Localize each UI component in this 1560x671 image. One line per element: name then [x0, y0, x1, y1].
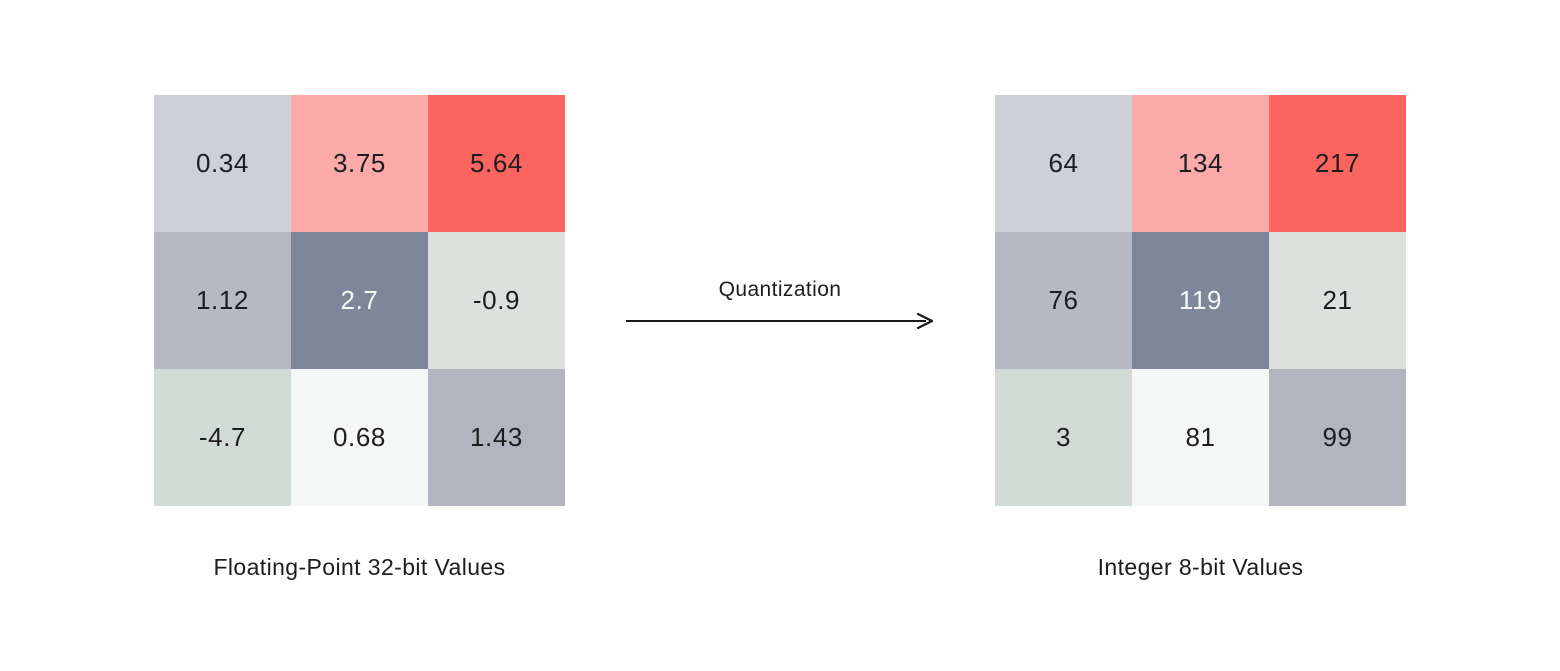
- int8-caption: Integer 8-bit Values: [1097, 554, 1304, 580]
- matrix-cell: 3.75: [291, 95, 428, 232]
- matrix-cell: 99: [1269, 369, 1406, 506]
- matrix-cell: 2.7: [291, 232, 428, 369]
- matrix-cell: 134: [1132, 95, 1269, 232]
- int8-matrix: 64 134 217 76 119 21 3 81 99: [995, 95, 1406, 506]
- matrix-cell: 1.12: [154, 232, 291, 369]
- matrix-cell: 3: [995, 369, 1132, 506]
- matrix-cell: 0.34: [154, 95, 291, 232]
- matrix-cell: 119: [1132, 232, 1269, 369]
- arrow-label: Quantization: [718, 278, 842, 301]
- arrow-right-icon: [626, 312, 934, 330]
- quantization-arrow-group: Quantization: [626, 278, 934, 331]
- matrix-cell: 0.68: [291, 369, 428, 506]
- matrix-cell: -4.7: [154, 369, 291, 506]
- matrix-cell: 21: [1269, 232, 1406, 369]
- matrix-cell: 76: [995, 232, 1132, 369]
- matrix-cell: -0.9: [428, 232, 565, 369]
- matrix-cell: 217: [1269, 95, 1406, 232]
- matrix-cell: 64: [995, 95, 1132, 232]
- fp32-caption: Floating-Point 32-bit Values: [213, 554, 506, 580]
- matrix-cell: 5.64: [428, 95, 565, 232]
- matrix-cell: 1.43: [428, 369, 565, 506]
- matrix-cell: 81: [1132, 369, 1269, 506]
- fp32-matrix: 0.34 3.75 5.64 1.12 2.7 -0.9 -4.7 0.68 1…: [154, 95, 565, 506]
